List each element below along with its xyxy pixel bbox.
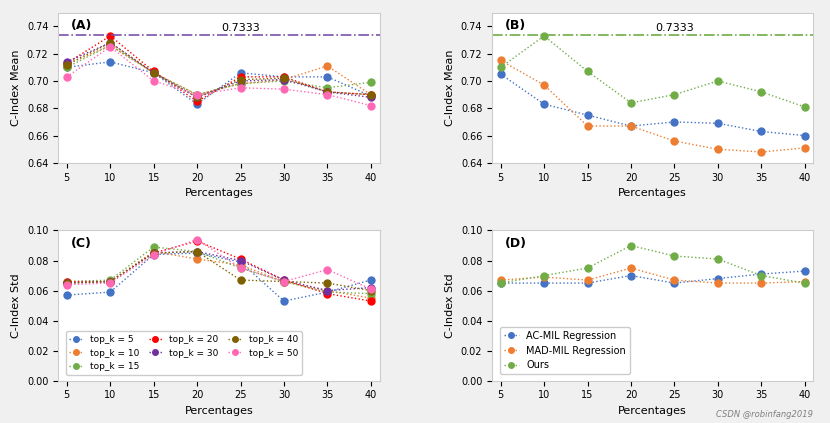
Text: (B): (B) [505,19,526,32]
Y-axis label: C-Index Std: C-Index Std [12,273,22,338]
Legend: AC-MIL Regression, MAD-MIL Regression, Ours: AC-MIL Regression, MAD-MIL Regression, O… [500,327,630,374]
X-axis label: Percentages: Percentages [184,406,253,416]
Text: 0.7333: 0.7333 [655,23,694,33]
Text: (D): (D) [505,236,527,250]
Text: 0.7333: 0.7333 [221,23,260,33]
X-axis label: Percentages: Percentages [618,406,687,416]
Y-axis label: C-Index Std: C-Index Std [445,273,455,338]
Text: CSDN @robinfang2019: CSDN @robinfang2019 [716,410,813,419]
Legend: top_k = 5, top_k = 10, top_k = 15, top_k = 20, top_k = 30, top_k = 40, top_k = 5: top_k = 5, top_k = 10, top_k = 15, top_k… [66,332,301,375]
Y-axis label: C-Index Mean: C-Index Mean [11,49,22,126]
X-axis label: Percentages: Percentages [184,188,253,198]
Text: (C): (C) [71,236,92,250]
X-axis label: Percentages: Percentages [618,188,687,198]
Text: (A): (A) [71,19,92,32]
Y-axis label: C-Index Mean: C-Index Mean [445,49,455,126]
